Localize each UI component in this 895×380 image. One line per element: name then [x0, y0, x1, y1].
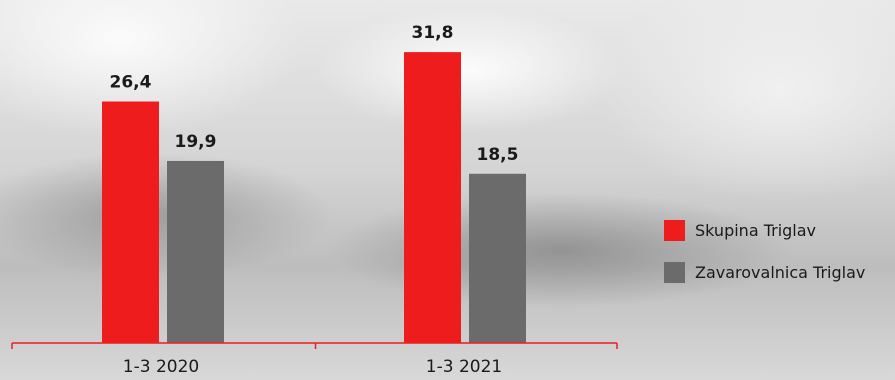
bar-skupina-0 [102, 101, 159, 344]
bar-value-label: 19,9 [175, 132, 217, 152]
legend-swatch [664, 220, 685, 241]
bar-labels-group: 26,4 31,8 19,9 18,5 [110, 23, 519, 165]
category-label: 1-3 2020 [123, 357, 199, 377]
bar-value-label: 26,4 [110, 73, 152, 93]
bar-value-label: 31,8 [412, 23, 454, 43]
category-label: 1-3 2021 [426, 357, 502, 377]
legend-label: Zavarovalnica Triglav [695, 263, 865, 282]
category-labels-group: 1-3 2020 1-3 2021 [123, 357, 502, 377]
bar-value-label: 18,5 [477, 145, 519, 165]
bar-zavarovalnica-1 [469, 173, 526, 343]
legend-swatch [664, 262, 685, 283]
bar-skupina-1 [404, 52, 461, 343]
legend-label: Skupina Triglav [695, 221, 816, 240]
legend: Skupina Triglav Zavarovalnica Triglav [664, 220, 865, 283]
bars-group [102, 52, 526, 344]
x-axis [11, 342, 618, 349]
bar-zavarovalnica-0 [167, 160, 224, 343]
